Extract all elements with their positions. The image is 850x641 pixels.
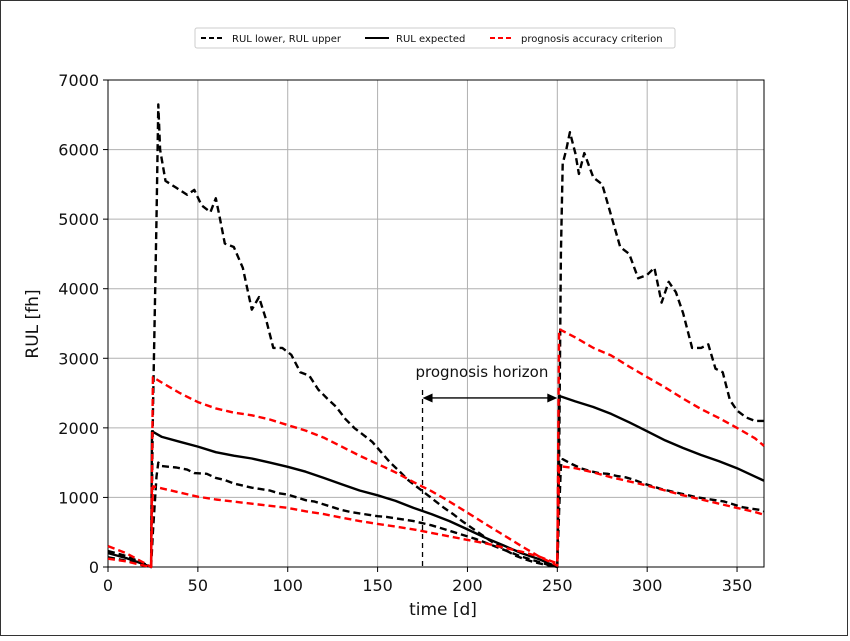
series-line-prognosis-accuracy-criterion-lower — [107, 464, 765, 569]
y-tick-label: 7000 — [58, 71, 99, 90]
arrowhead-right — [547, 393, 558, 403]
x-tick-label: 150 — [362, 576, 393, 595]
y-tick-label: 5000 — [58, 210, 99, 229]
y-axis-label: RUL [fh] — [23, 289, 43, 358]
y-tick-label: 1000 — [58, 488, 99, 507]
legend-label: RUL expected — [396, 34, 465, 45]
x-tick-label: 350 — [722, 576, 753, 595]
y-tick-label: 6000 — [58, 141, 99, 160]
series-line-rul-lower — [107, 458, 765, 569]
x-tick-label: 50 — [188, 576, 208, 595]
y-tick-label: 4000 — [58, 280, 99, 299]
y-tick-label: 3000 — [58, 349, 99, 368]
y-tick-label: 0 — [89, 558, 99, 577]
y-tick-label: 2000 — [58, 419, 99, 438]
x-tick-label: 100 — [272, 576, 303, 595]
arrowhead-left — [422, 393, 433, 403]
x-axis-ticks: 0 50 100 150 200 250 300 350 — [103, 567, 752, 595]
legend-label: prognosis accuracy criterion — [521, 34, 663, 45]
x-tick-label: 200 — [452, 576, 483, 595]
prognosis-horizon-label: prognosis horizon — [415, 363, 548, 381]
series-line-rul-upper — [107, 103, 764, 569]
series-lines — [107, 103, 765, 569]
series-line-rul-expected — [107, 394, 765, 569]
legend-label: RUL lower, RUL upper — [232, 34, 342, 45]
x-tick-label: 250 — [542, 576, 573, 595]
plot-area-border — [107, 79, 765, 568]
x-axis-label: time [d] — [409, 600, 477, 620]
y-axis-ticks: 0 1000 2000 3000 4000 5000 6000 7000 — [58, 71, 108, 577]
series-line-prognosis-accuracy-criterion-upper — [107, 327, 765, 569]
x-tick-label: 300 — [632, 576, 663, 595]
legend: RUL lower, RUL upper RUL expected prognosi… — [194, 27, 676, 49]
prognosis-horizon-annotation: prognosis horizon — [415, 363, 558, 567]
x-tick-label: 0 — [103, 576, 113, 595]
grid-lines — [107, 79, 764, 568]
legend-box — [194, 27, 676, 49]
